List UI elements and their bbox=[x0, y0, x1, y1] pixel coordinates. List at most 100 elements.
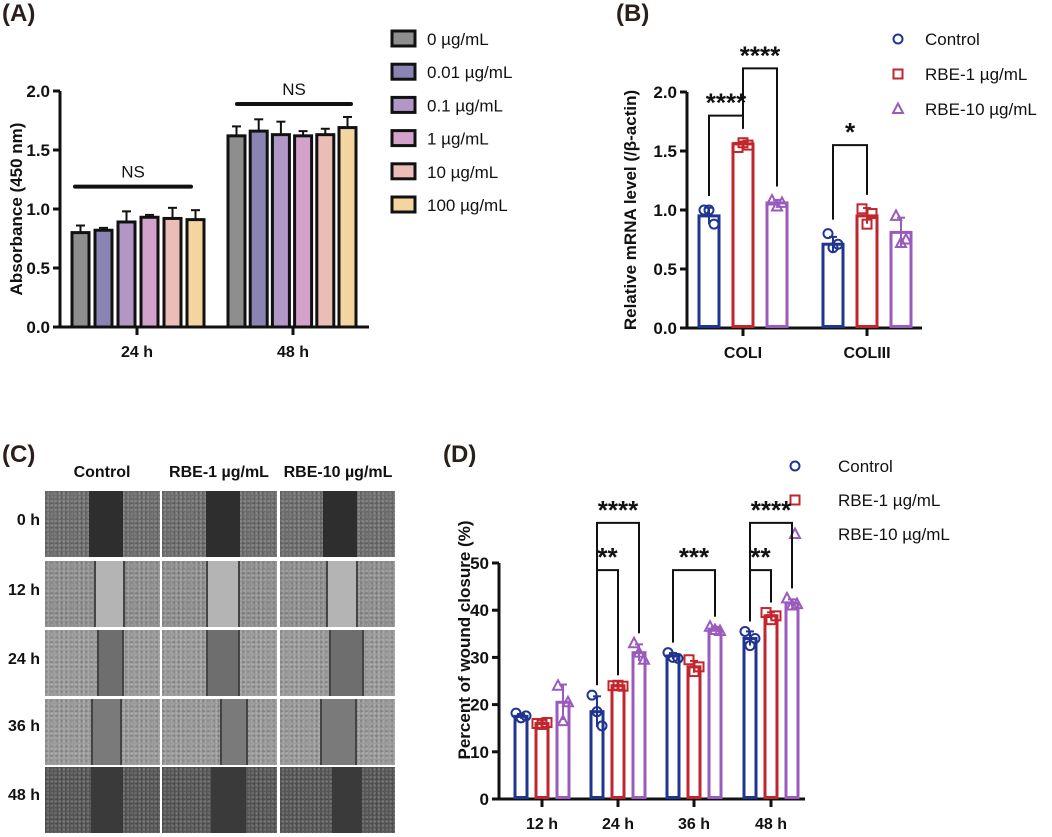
scratch-image bbox=[45, 767, 160, 833]
data-point bbox=[541, 717, 553, 729]
data-point bbox=[770, 610, 782, 622]
scratch-gap bbox=[205, 630, 241, 696]
data-point bbox=[515, 712, 527, 724]
scratch-image bbox=[280, 491, 395, 557]
data-point bbox=[889, 208, 903, 221]
scratch-gap bbox=[219, 699, 249, 765]
bar bbox=[226, 134, 247, 329]
data-point bbox=[637, 652, 651, 665]
scratch-gap bbox=[91, 699, 123, 765]
legend-label: 100 µg/mL bbox=[427, 196, 508, 215]
scratch-image bbox=[45, 491, 160, 557]
y-tick-label: 0.5 bbox=[26, 259, 50, 278]
x-tick-label: 36 h bbox=[678, 816, 710, 833]
significance-bracket bbox=[742, 67, 778, 187]
legend-label: 0.01 µg/mL bbox=[427, 63, 512, 82]
data-point bbox=[591, 706, 603, 718]
y-tick-label: 1.0 bbox=[653, 201, 677, 220]
scratch-image bbox=[280, 630, 395, 696]
data-point bbox=[632, 645, 646, 658]
data-point bbox=[790, 596, 804, 610]
x-tick-label: 24 h bbox=[602, 816, 634, 833]
legend-marker bbox=[892, 33, 904, 45]
bar bbox=[707, 627, 723, 800]
significance-label: * bbox=[845, 117, 856, 147]
legend-label: 1 µg/mL bbox=[427, 130, 489, 149]
legend-label: 10 µg/mL bbox=[427, 163, 498, 182]
scratch-gap bbox=[320, 699, 358, 765]
bar bbox=[821, 242, 845, 328]
scratch-gap bbox=[329, 630, 364, 696]
data-point bbox=[822, 228, 834, 240]
legend-swatch bbox=[390, 195, 417, 214]
data-point bbox=[556, 713, 570, 727]
y-tick-label: 1.5 bbox=[653, 142, 677, 161]
bar bbox=[513, 714, 529, 800]
column-header-control: Control bbox=[73, 464, 131, 481]
bar bbox=[248, 129, 269, 329]
significance-bracket bbox=[596, 521, 640, 686]
x-tick-label: 48 h bbox=[755, 816, 787, 833]
bar bbox=[697, 214, 721, 328]
legend-swatch bbox=[390, 129, 417, 148]
data-point bbox=[596, 720, 608, 732]
x-tick-label: 24 h bbox=[121, 344, 153, 361]
data-point bbox=[667, 651, 679, 663]
data-point bbox=[775, 195, 789, 208]
row-label-0h: 0 h bbox=[16, 512, 40, 529]
data-point bbox=[894, 235, 908, 249]
legend-marker bbox=[789, 460, 801, 472]
data-point bbox=[551, 678, 565, 691]
significance-label: **** bbox=[706, 88, 747, 118]
y-tick-label: 50 bbox=[470, 554, 489, 573]
data-point bbox=[832, 238, 844, 250]
legend-label: RBE-10 µg/mL bbox=[838, 525, 950, 544]
data-point bbox=[780, 590, 794, 604]
bar bbox=[337, 126, 358, 329]
bar bbox=[93, 228, 114, 329]
data-point bbox=[627, 635, 641, 649]
y-axis-label: Percent of wound closure (%) bbox=[455, 521, 474, 760]
data-point bbox=[693, 661, 705, 673]
legend-swatch bbox=[390, 162, 417, 181]
y-tick-label: 0.0 bbox=[653, 319, 677, 338]
row-label-24h: 24 h bbox=[7, 651, 40, 668]
bar bbox=[116, 220, 137, 329]
panel-label-c: (C) bbox=[2, 441, 36, 468]
significance-bracket bbox=[832, 144, 868, 220]
y-tick-label: 10 bbox=[470, 743, 489, 762]
bar bbox=[185, 218, 206, 329]
y-tick-label: 2.0 bbox=[26, 82, 50, 101]
panel-label-a: (A) bbox=[2, 0, 36, 27]
column-header-rbe10: RBE-10 µg/mL bbox=[283, 464, 393, 481]
scratch-image bbox=[162, 630, 277, 696]
scratch-gap bbox=[94, 561, 126, 627]
data-point bbox=[861, 218, 873, 230]
panel-label-b: (B) bbox=[616, 0, 650, 27]
y-tick-label: 1.0 bbox=[26, 200, 50, 219]
data-point bbox=[586, 689, 598, 701]
legend-swatch bbox=[390, 62, 417, 81]
legend-swatch bbox=[390, 29, 417, 48]
legend-label: Control bbox=[925, 30, 980, 49]
ns-label: NS bbox=[121, 163, 145, 182]
legend-marker bbox=[891, 101, 905, 114]
data-point bbox=[765, 192, 779, 206]
data-point bbox=[713, 623, 727, 636]
y-tick-label: 30 bbox=[470, 648, 489, 667]
bar bbox=[765, 201, 789, 328]
scratch-image bbox=[162, 699, 277, 765]
y-tick-label: 20 bbox=[470, 696, 489, 715]
bar bbox=[763, 614, 779, 800]
data-point bbox=[866, 208, 878, 220]
bar bbox=[855, 214, 879, 328]
significance-bracket bbox=[672, 569, 716, 643]
legend-label: Control bbox=[838, 457, 893, 476]
bar bbox=[784, 601, 800, 799]
legend-label: 0.1 µg/mL bbox=[427, 96, 503, 115]
scratch-image bbox=[45, 630, 160, 696]
data-point bbox=[739, 625, 751, 637]
data-point bbox=[561, 694, 575, 708]
significance-bracket bbox=[596, 569, 619, 686]
